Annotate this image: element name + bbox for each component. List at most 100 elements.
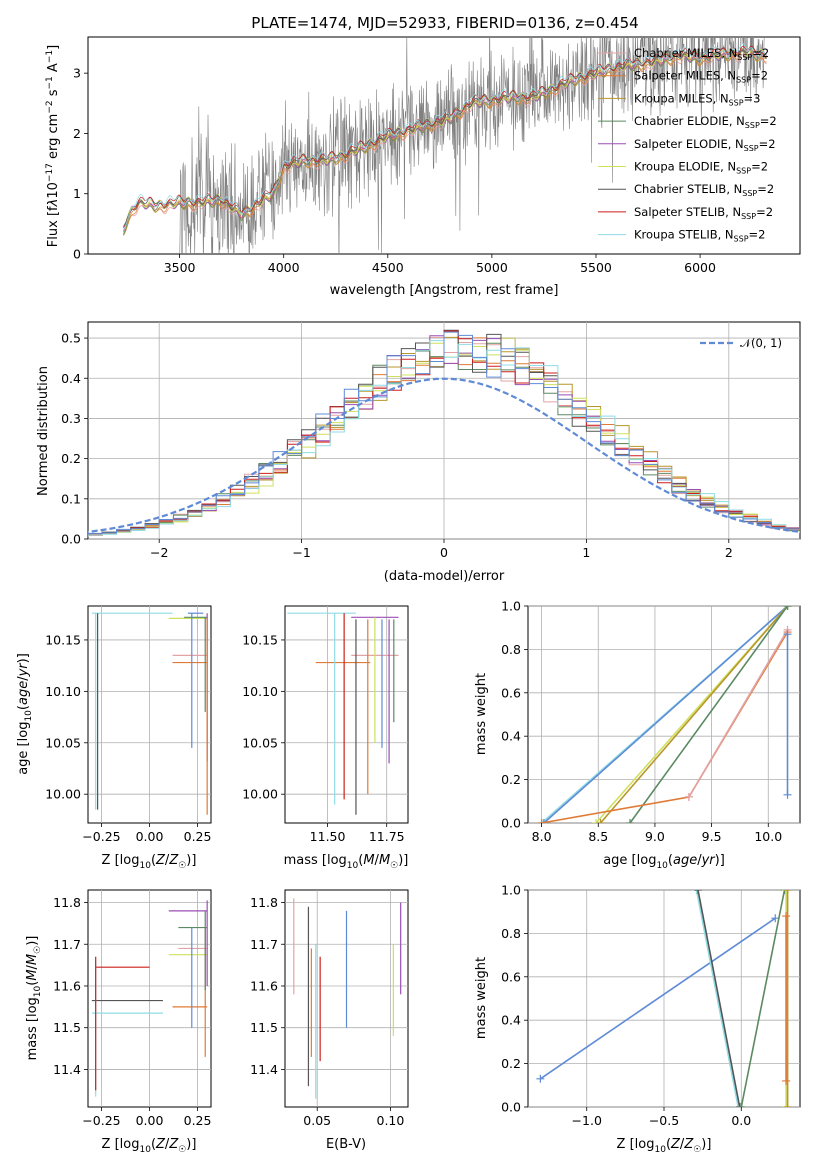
x-tick-label: −2 [150,545,168,560]
y-tick-label: 0.2 [501,772,521,787]
y-tick-label: 1.0 [501,599,521,614]
spectrum-ylabel: Flux [fλ10−17 erg cm−2 s−1 A−1] [45,45,61,247]
age-vs-mass-frame [284,605,409,824]
legend-label: Kroupa STELIB, NSSP=2 [634,228,765,244]
massweight-vs-age-marks [537,606,792,823]
x-tick-label: 1 [582,545,590,560]
mass-vs-ebv-panel: 0.05 0.10 11.4 11.5 11.6 11.7 11.8 E(B-V) [250,889,409,1152]
residuals-ylabel: Normed distribution [36,366,51,496]
massweight-vs-Z-panel: −1.0 −0.5 0.0 0.0 0.2 0.4 0.6 0.8 1.0 Z [log10(Z… [474,883,801,1155]
y-tick-label: 0.8 [501,642,521,657]
x-tick-label: −1.0 [572,1113,602,1128]
weight-line [695,890,739,1107]
legend-subscript: SSP [741,212,756,221]
residuals-xlabel: (data-model)/error [384,569,505,584]
x-tick-label: 6000 [684,260,716,275]
weight-marker [782,912,791,921]
x-tick-label: 4000 [268,260,300,275]
age-vs-Z-panel: −0.25 0.00 0.25 10.00 10.05 10.10 10.15 Z [log… [16,605,212,871]
y-tick-label: 0.3 [61,411,81,426]
residuals-panel: −2 −1 0 1 2 0.0 0.1 0.2 0.3 0.4 0.5 (data-model)/e… [36,321,801,584]
legend-value: =2 [757,182,774,196]
weight-line [539,917,776,1080]
legend-value: =2 [756,205,773,219]
weight-marker [592,819,600,823]
age-vs-mass-panel: 11.50 11.75 10.00 10.05 10.10 10.15 mass [log… [242,605,409,871]
massweight-vs-age-panel: 8.0 8.5 9.0 9.5 10.0 0.0 0.2 0.4 0.6 0.8 1.0 age [… [474,599,801,871]
x-tick-label: −1 [292,545,310,560]
weight-line [697,890,741,1107]
x-tick-label: 8.5 [588,829,608,844]
legend-label: Kroupa MILES, NSSP=3 [634,91,760,107]
mass-vs-Z-grid [88,890,211,1107]
age-vs-Z-ylabel: age [log10(age/yr)] [16,653,34,775]
x-tick-label: 5000 [476,260,508,275]
legend-subscript: SSP [737,53,752,62]
y-tick-label: 11.8 [53,895,81,910]
mass-vs-Z-marks [91,900,208,1097]
y-tick-label: 11.7 [53,937,81,952]
weight-marker [783,630,792,639]
massweight-vs-Z-ticks: −1.0 −0.5 0.0 0.0 0.2 0.4 0.6 0.8 1.0 [501,883,751,1129]
massweight-vs-age-ticks: 8.0 8.5 9.0 9.5 10.0 0.0 0.2 0.4 0.6 0.8 1.0 [501,599,782,845]
x-tick-label: 2 [725,545,733,560]
mass-vs-ebv-marks [293,898,402,1099]
mass-vs-Z-ylabel: mass [log10(M/M☉)] [25,936,43,1061]
weight-marker [780,890,789,894]
normal-curve [88,377,800,534]
weight-marker [782,890,791,894]
age-vs-mass-xlabel: mass [log10(M/M☉)] [284,853,409,871]
spectrum-ticks: 3500 4000 4500 5000 5500 6000 0 1 2 3 [73,66,716,275]
legend-subscript: SSP [745,121,760,130]
y-tick-label: 11.8 [250,895,278,910]
y-tick-label: 0.0 [61,532,81,547]
y-tick-label: 0.0 [501,1100,521,1115]
spectrum-marks [123,37,767,254]
massweight-vs-Z-marks [536,890,792,1107]
y-tick-label: 1.0 [501,883,521,898]
y-tick-label: 1 [73,186,81,201]
age-vs-Z-grid [88,606,211,823]
y-tick-label: 11.4 [250,1062,278,1077]
massweight-vs-age-grid [528,605,800,824]
legend-subscript: SSP [736,167,751,176]
y-tick-label: 0.5 [61,331,81,346]
massweight-vs-age-xlabel: age [log10(age/yr)] [603,853,725,871]
spectrum-title: PLATE=1474, MJD=52933, FIBERID=0136, z=0… [251,14,638,32]
x-tick-label: −0.25 [82,1113,120,1128]
age-vs-mass-ticks: 11.50 11.75 10.00 10.05 10.10 10.15 [242,632,404,844]
x-tick-label: 4500 [372,260,404,275]
y-tick-label: 10.15 [45,632,81,647]
spectrum-legend: Chabrier MILES, NSSP=2 Salpeter MILES, NS… [598,46,777,244]
legend-value: =2 [759,137,776,151]
x-tick-label: 3500 [164,260,196,275]
legend-label: Chabrier ELODIE, NSSP=2 [634,114,777,130]
residual-histogram [88,331,800,536]
weight-marker [734,1103,743,1107]
x-tick-label: 0.0 [731,1113,751,1128]
weight-line [629,606,789,823]
mass-vs-Z-ticks: −0.25 0.00 0.25 11.4 11.5 11.6 11.7 11.8 [53,895,211,1128]
x-tick-label: 0.25 [184,1113,212,1128]
weight-marker [537,819,546,823]
mass-vs-ebv-frame [284,889,409,1108]
spectrum-frame [87,36,801,255]
massweight-vs-Z-xlabel: Z [log10(Z/Z☉)] [617,1137,712,1155]
y-tick-label: 0.0 [501,816,521,831]
y-tick-label: 11.5 [53,1020,81,1035]
weight-marker [626,819,634,823]
y-tick-label: 10.00 [242,787,278,802]
massweight-vs-Z-grid [528,889,800,1108]
weight-marker [783,890,792,894]
y-tick-label: 11.4 [53,1062,81,1077]
y-tick-label: 11.7 [250,937,278,952]
y-tick-label: 10.10 [242,684,278,699]
y-tick-label: 11.6 [53,978,81,993]
y-tick-label: 0.2 [501,1056,521,1071]
x-tick-label: 0.05 [303,1113,331,1128]
y-tick-label: 0.4 [501,729,521,744]
weight-marker [782,1076,791,1085]
weight-line [599,606,789,823]
weight-line [541,631,789,823]
